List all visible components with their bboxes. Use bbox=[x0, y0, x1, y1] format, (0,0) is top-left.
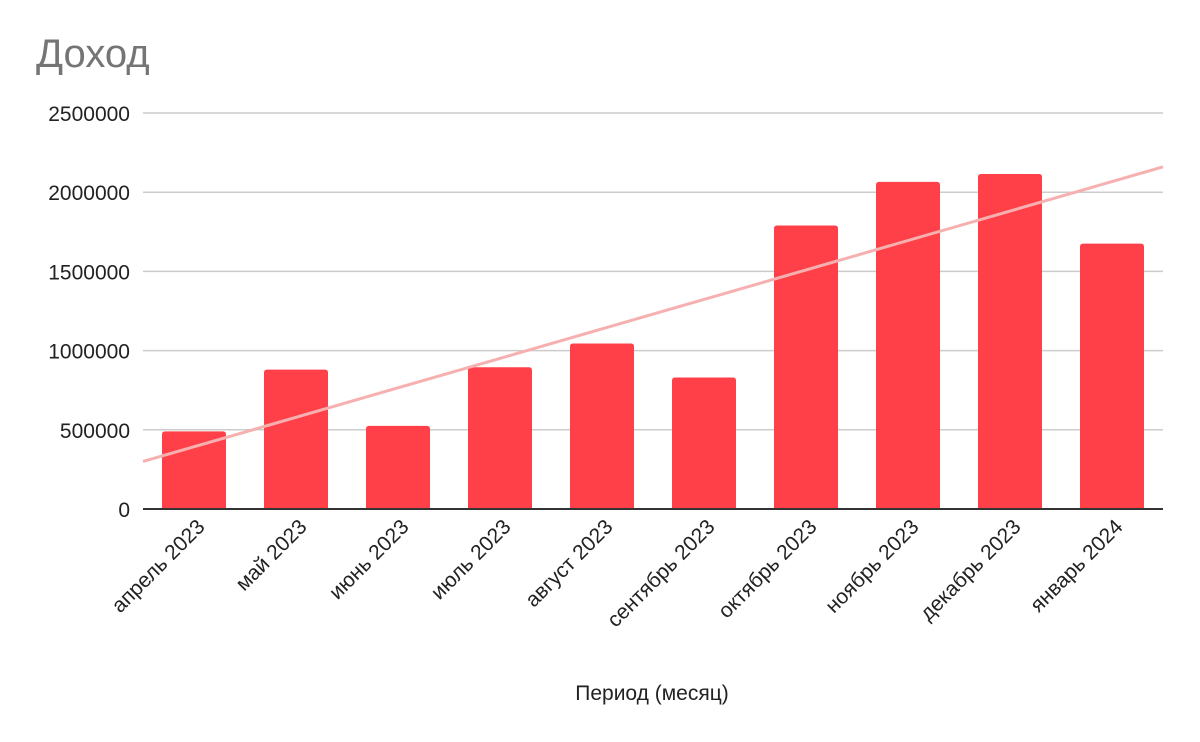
y-tick-label: 1000000 bbox=[48, 341, 130, 364]
x-tick-label: май 2023 bbox=[231, 515, 311, 595]
y-tick-label: 0 bbox=[118, 499, 130, 522]
x-tick-label: январь 2024 bbox=[1026, 515, 1128, 617]
x-tick-label: апрель 2023 bbox=[107, 515, 209, 617]
bar bbox=[366, 425, 430, 509]
y-tick-label: 500000 bbox=[60, 420, 130, 443]
y-tick-label: 2500000 bbox=[48, 103, 130, 126]
y-tick-label: 1500000 bbox=[48, 261, 130, 284]
bar bbox=[570, 343, 634, 509]
x-tick-label: июнь 2023 bbox=[325, 515, 414, 604]
bar bbox=[876, 181, 940, 510]
bar bbox=[774, 225, 838, 510]
bar bbox=[468, 367, 532, 509]
bar bbox=[162, 431, 226, 509]
y-axis-ticks: 0 500000 1000000 1500000 2000000 2500000 bbox=[48, 103, 130, 522]
x-tick-label: ноябрь 2023 bbox=[821, 515, 923, 617]
bar bbox=[672, 377, 736, 509]
trendline bbox=[142, 165, 1164, 463]
x-tick-label: октябрь 2023 bbox=[714, 515, 822, 623]
x-tick-label: август 2023 bbox=[521, 515, 617, 611]
x-tick-label: июль 2023 bbox=[427, 515, 516, 604]
y-tick-label: 2000000 bbox=[48, 182, 130, 205]
x-axis-ticks: апрель 2023 май 2023 июнь 2023 июль 2023 авг… bbox=[107, 515, 1127, 632]
bar bbox=[264, 369, 328, 509]
bars bbox=[162, 173, 1144, 510]
x-axis-label: Период (месяц) bbox=[575, 682, 729, 705]
chart-title: Доход bbox=[36, 32, 150, 76]
trendline-group bbox=[142, 165, 1164, 463]
bar bbox=[978, 173, 1042, 509]
x-tick-label: декабрь 2023 bbox=[916, 515, 1026, 625]
x-tick-label: сентябрь 2023 bbox=[603, 515, 720, 632]
bar bbox=[1080, 243, 1144, 509]
